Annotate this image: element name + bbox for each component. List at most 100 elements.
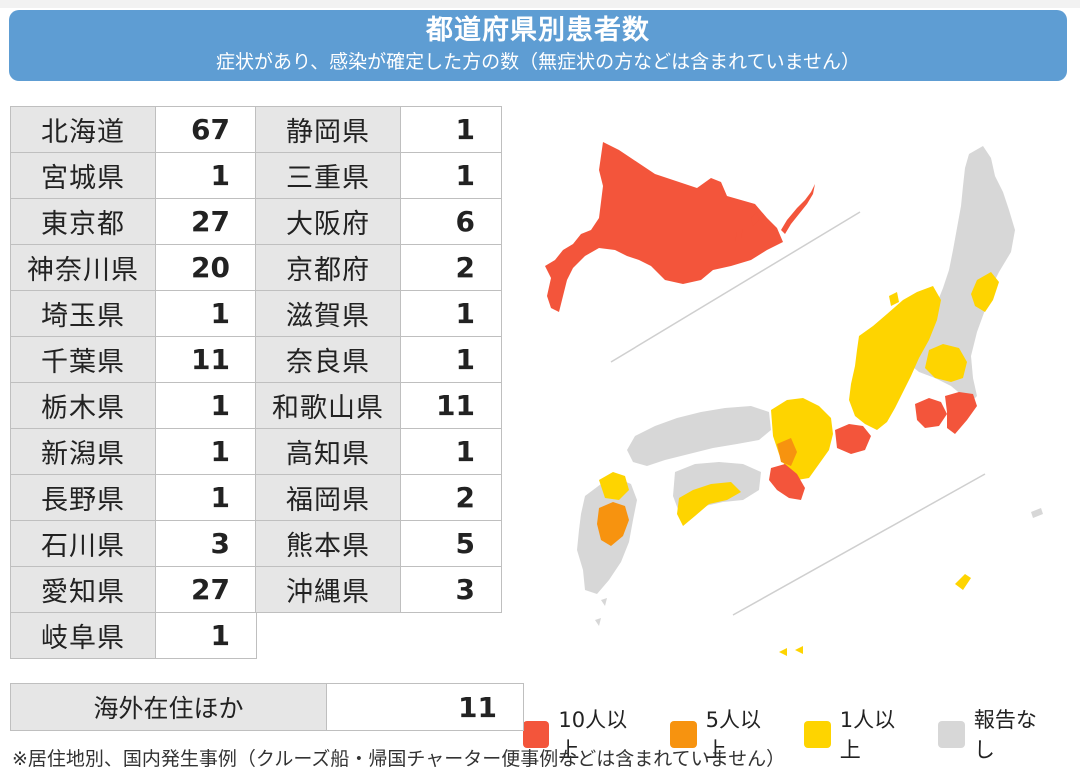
patient-count: 1 bbox=[400, 152, 502, 199]
prefecture-name: 北海道 bbox=[10, 106, 156, 153]
prefecture-name: 石川県 bbox=[10, 520, 156, 567]
legend-label: 5人以上 bbox=[705, 708, 761, 762]
table-row: 高知県 1 bbox=[255, 428, 502, 475]
patient-count: 2 bbox=[400, 474, 502, 521]
region-hokkaido bbox=[545, 142, 783, 312]
region-wakayama bbox=[769, 464, 805, 500]
prefecture-name: 京都府 bbox=[255, 244, 401, 291]
table-row: 東京都 27 bbox=[10, 198, 257, 245]
table-row: 大阪府 6 bbox=[255, 198, 502, 245]
region-okinawa bbox=[779, 574, 971, 656]
patient-count: 1 bbox=[155, 612, 257, 659]
region-chiba bbox=[945, 392, 977, 434]
legend-label: 10人以上 bbox=[558, 708, 628, 762]
prefecture-name: 熊本県 bbox=[255, 520, 401, 567]
table-row: 福岡県 2 bbox=[255, 474, 502, 521]
patient-count: 6 bbox=[400, 198, 502, 245]
region-islands bbox=[595, 598, 607, 626]
legend-item: 5人以上 bbox=[670, 704, 780, 764]
map-legend: 10人以上 5人以上 1人以上 報告なし bbox=[523, 704, 1080, 764]
legend-swatch bbox=[523, 720, 550, 748]
prefecture-name: 高知県 bbox=[255, 428, 401, 475]
table-row: 岐阜県 1 bbox=[10, 612, 257, 659]
prefecture-name: 神奈川県 bbox=[10, 244, 156, 291]
region-aichi bbox=[835, 424, 871, 454]
prefecture-name: 三重県 bbox=[255, 152, 401, 199]
table-row: 北海道 67 bbox=[10, 106, 257, 153]
region-miyagi bbox=[971, 272, 999, 312]
legend-swatch bbox=[670, 720, 697, 748]
prefecture-name: 大阪府 bbox=[255, 198, 401, 245]
patient-count: 67 bbox=[155, 106, 257, 153]
region-kuril bbox=[735, 184, 815, 242]
table-row: 石川県 3 bbox=[10, 520, 257, 567]
top-strip bbox=[0, 0, 1080, 8]
chart-subtitle: 症状があり、感染が確定した方の数（無症状の方などは含まれていません） bbox=[215, 51, 861, 73]
patient-count: 1 bbox=[155, 382, 257, 429]
legend-item: 1人以上 bbox=[804, 704, 914, 764]
overseas-value: 11 bbox=[326, 683, 524, 731]
legend-label: 1人以上 bbox=[839, 708, 896, 762]
table-row: 愛知県 27 bbox=[10, 566, 257, 613]
patient-count: 1 bbox=[155, 474, 257, 521]
patient-count: 11 bbox=[400, 382, 502, 429]
prefecture-name: 千葉県 bbox=[10, 336, 156, 383]
patient-count: 27 bbox=[155, 198, 257, 245]
overseas-table: 海外在住ほか 11 bbox=[10, 683, 524, 731]
hokkaido-inset-divider bbox=[610, 211, 861, 363]
prefecture-name: 静岡県 bbox=[255, 106, 401, 153]
table-row: 栃木県 1 bbox=[10, 382, 257, 429]
patient-count: 11 bbox=[155, 336, 257, 383]
prefecture-name: 宮城県 bbox=[10, 152, 156, 199]
region-chubu bbox=[849, 286, 941, 430]
region-tokyo-kanagawa bbox=[915, 398, 947, 428]
prefecture-name: 埼玉県 bbox=[10, 290, 156, 337]
prefecture-name: 福岡県 bbox=[255, 474, 401, 521]
region-kumamoto bbox=[597, 502, 629, 546]
prefecture-name: 長野県 bbox=[10, 474, 156, 521]
table-row: 海外在住ほか 11 bbox=[10, 683, 524, 731]
japan-map bbox=[545, 142, 1043, 656]
table-row: 和歌山県 11 bbox=[255, 382, 502, 429]
footnote: ※居住地別、国内発生事例（クルーズ船・帰国チャーター便事例などは含まれていません… bbox=[12, 748, 786, 770]
patient-count: 1 bbox=[400, 290, 502, 337]
overseas-label: 海外在住ほか bbox=[10, 683, 327, 731]
table-row: 新潟県 1 bbox=[10, 428, 257, 475]
table-row: 沖縄県 3 bbox=[255, 566, 502, 613]
region-kanto-north bbox=[925, 344, 967, 382]
legend-item: 10人以上 bbox=[523, 704, 646, 764]
table-row: 京都府 2 bbox=[255, 244, 502, 291]
prefecture-name: 愛知県 bbox=[10, 566, 156, 613]
prefecture-name: 沖縄県 bbox=[255, 566, 401, 613]
patient-count: 1 bbox=[400, 336, 502, 383]
table-row: 宮城県 1 bbox=[10, 152, 257, 199]
prefecture-name: 滋賀県 bbox=[255, 290, 401, 337]
table-row: 滋賀県 1 bbox=[255, 290, 502, 337]
region-chugoku bbox=[627, 406, 771, 466]
legend-swatch bbox=[804, 720, 831, 748]
patient-count: 2 bbox=[400, 244, 502, 291]
patient-count: 27 bbox=[155, 566, 257, 613]
patient-count: 1 bbox=[155, 428, 257, 475]
patient-count: 1 bbox=[155, 290, 257, 337]
prefecture-table-right: 静岡県 1 三重県 1 大阪府 6 京都府 2 滋賀県 1 奈良県 1 和歌山県 11 高知県 1 福岡県 2 熊本… bbox=[255, 106, 502, 613]
prefecture-name: 和歌山県 bbox=[255, 382, 401, 429]
patient-count: 20 bbox=[155, 244, 257, 291]
legend-swatch bbox=[938, 720, 965, 748]
patient-count: 5 bbox=[400, 520, 502, 567]
patient-count: 3 bbox=[400, 566, 502, 613]
prefecture-name: 奈良県 bbox=[255, 336, 401, 383]
patient-count: 3 bbox=[155, 520, 257, 567]
region-ogasawara bbox=[1031, 508, 1043, 518]
table-row: 千葉県 11 bbox=[10, 336, 257, 383]
prefecture-name: 東京都 bbox=[10, 198, 156, 245]
region-sado bbox=[889, 292, 899, 306]
table-row: 静岡県 1 bbox=[255, 106, 502, 153]
patient-count: 1 bbox=[155, 152, 257, 199]
okinawa-inset-divider bbox=[732, 473, 986, 616]
prefecture-table-left: 北海道 67 宮城県 1 東京都 27 神奈川県 20 埼玉県 1 千葉県 11 栃木県 1 新潟県 1 長野県… bbox=[10, 106, 257, 659]
prefecture-name: 新潟県 bbox=[10, 428, 156, 475]
prefecture-name: 栃木県 bbox=[10, 382, 156, 429]
prefecture-name: 岐阜県 bbox=[10, 612, 156, 659]
region-kochi bbox=[677, 482, 741, 526]
